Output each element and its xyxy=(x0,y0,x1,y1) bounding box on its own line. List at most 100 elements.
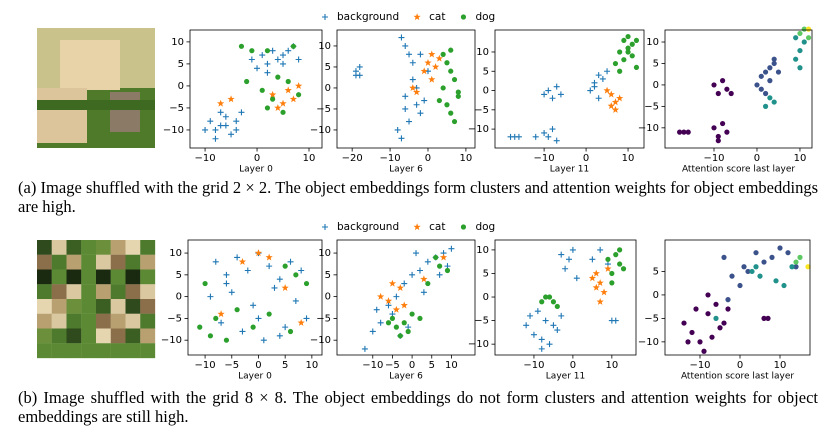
point xyxy=(377,292,385,300)
point xyxy=(398,135,405,142)
point xyxy=(402,42,409,49)
point xyxy=(613,252,619,258)
point xyxy=(356,63,363,70)
point xyxy=(249,48,255,54)
point xyxy=(207,293,214,300)
point xyxy=(745,268,751,275)
x-tick-label: 0 xyxy=(570,360,576,371)
point xyxy=(709,334,715,340)
point xyxy=(264,69,271,76)
point xyxy=(543,294,549,300)
image-patch xyxy=(66,299,82,314)
x-axis-label: Layer 11 xyxy=(550,165,589,175)
point xyxy=(775,69,782,75)
point xyxy=(259,52,266,59)
point xyxy=(538,345,545,352)
point xyxy=(717,325,723,331)
point xyxy=(604,264,612,272)
point xyxy=(801,26,807,32)
image-patch xyxy=(110,343,126,359)
image-patch xyxy=(125,343,141,359)
point xyxy=(282,263,288,269)
image-patch xyxy=(37,328,52,344)
point xyxy=(276,332,283,339)
point xyxy=(420,275,428,283)
point xyxy=(409,76,416,83)
point xyxy=(431,63,440,71)
point xyxy=(398,34,405,41)
point xyxy=(685,339,691,345)
point xyxy=(448,245,455,252)
image-patch xyxy=(81,269,97,285)
y-tick-label: 10 xyxy=(476,47,489,58)
image-patch xyxy=(37,240,52,255)
point xyxy=(295,56,302,63)
point xyxy=(322,14,328,20)
point xyxy=(435,54,443,62)
x-tick-label: 0 xyxy=(754,153,760,164)
x-tick-label: 5 xyxy=(282,360,288,371)
point xyxy=(244,267,251,274)
point xyxy=(217,310,225,318)
point xyxy=(592,283,600,291)
point xyxy=(625,45,631,51)
point xyxy=(617,247,623,253)
point xyxy=(444,60,450,66)
point xyxy=(369,328,376,335)
x-tick-label: −10 xyxy=(534,153,555,164)
point xyxy=(721,320,727,326)
point xyxy=(542,317,549,324)
x-tick-label: 0 xyxy=(255,360,261,371)
point xyxy=(436,271,443,278)
point xyxy=(285,47,292,54)
point xyxy=(607,102,615,110)
point xyxy=(292,297,299,304)
point xyxy=(724,86,730,92)
point xyxy=(633,64,640,71)
y-tick-label: −5 xyxy=(169,103,184,114)
image-patch xyxy=(140,240,156,255)
point xyxy=(217,122,224,129)
point xyxy=(557,91,564,98)
point xyxy=(633,37,640,44)
point xyxy=(275,74,281,80)
point xyxy=(217,99,225,107)
point xyxy=(287,258,294,265)
point xyxy=(238,43,245,49)
image-patch xyxy=(140,343,156,359)
point xyxy=(801,39,807,45)
point xyxy=(266,263,273,270)
y-tick-label: −5 xyxy=(167,313,182,324)
point xyxy=(303,315,310,322)
point xyxy=(725,306,731,312)
x-axis-label: Layer 0 xyxy=(239,165,273,175)
point xyxy=(425,280,431,287)
x-tick-label: −10 xyxy=(380,153,401,164)
point xyxy=(460,224,467,230)
point xyxy=(402,93,409,100)
point xyxy=(617,261,623,267)
y-tick-label: −5 xyxy=(644,101,659,112)
point xyxy=(361,345,368,352)
x-tick-label: 0 xyxy=(737,360,743,371)
point xyxy=(396,284,404,291)
point xyxy=(409,59,416,66)
point xyxy=(762,90,769,97)
point xyxy=(611,98,620,106)
point xyxy=(400,301,408,309)
plot-frame xyxy=(494,29,645,149)
point xyxy=(545,87,552,94)
point xyxy=(282,324,289,331)
point xyxy=(599,75,606,82)
image-patch xyxy=(96,343,111,359)
point xyxy=(281,284,289,291)
point xyxy=(384,297,393,305)
point xyxy=(767,95,773,101)
point xyxy=(293,272,299,278)
x-axis-label: Layer 0 xyxy=(238,372,272,382)
point xyxy=(713,301,719,307)
y-tick-label: −5 xyxy=(316,313,331,324)
point xyxy=(264,60,271,67)
point xyxy=(413,101,420,108)
